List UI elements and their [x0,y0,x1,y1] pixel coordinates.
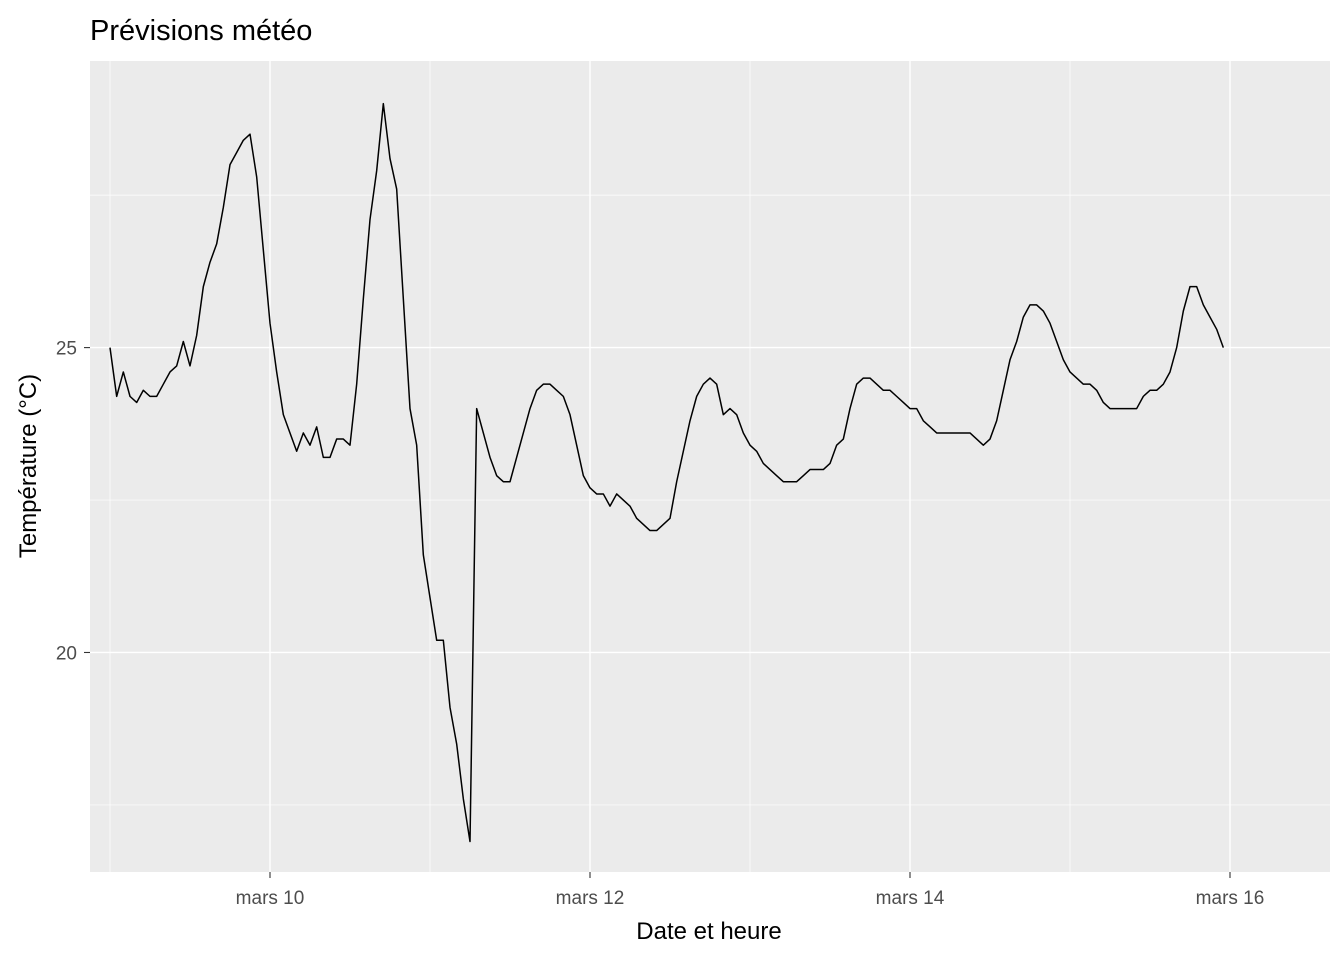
x-tick-label: mars 16 [1196,888,1265,909]
x-tick-label: mars 14 [876,888,945,909]
temperature-series-line [109,102,1225,843]
plot-panel [90,61,1330,872]
grid-lines [90,61,1330,872]
y-tick-label: 20 [56,643,77,664]
x-axis-title: Date et heure [636,918,781,945]
x-tick-label: mars 12 [556,888,625,909]
y-axis-title: Température (°C) [15,374,42,558]
chart-title: Prévisions météo [90,15,312,47]
axes: mars 10 mars 12 mars 14 mars 16 20 25 [56,339,1264,909]
x-tick-label: mars 10 [236,888,305,909]
y-tick-label: 25 [56,339,77,360]
series-layer [109,102,1225,843]
